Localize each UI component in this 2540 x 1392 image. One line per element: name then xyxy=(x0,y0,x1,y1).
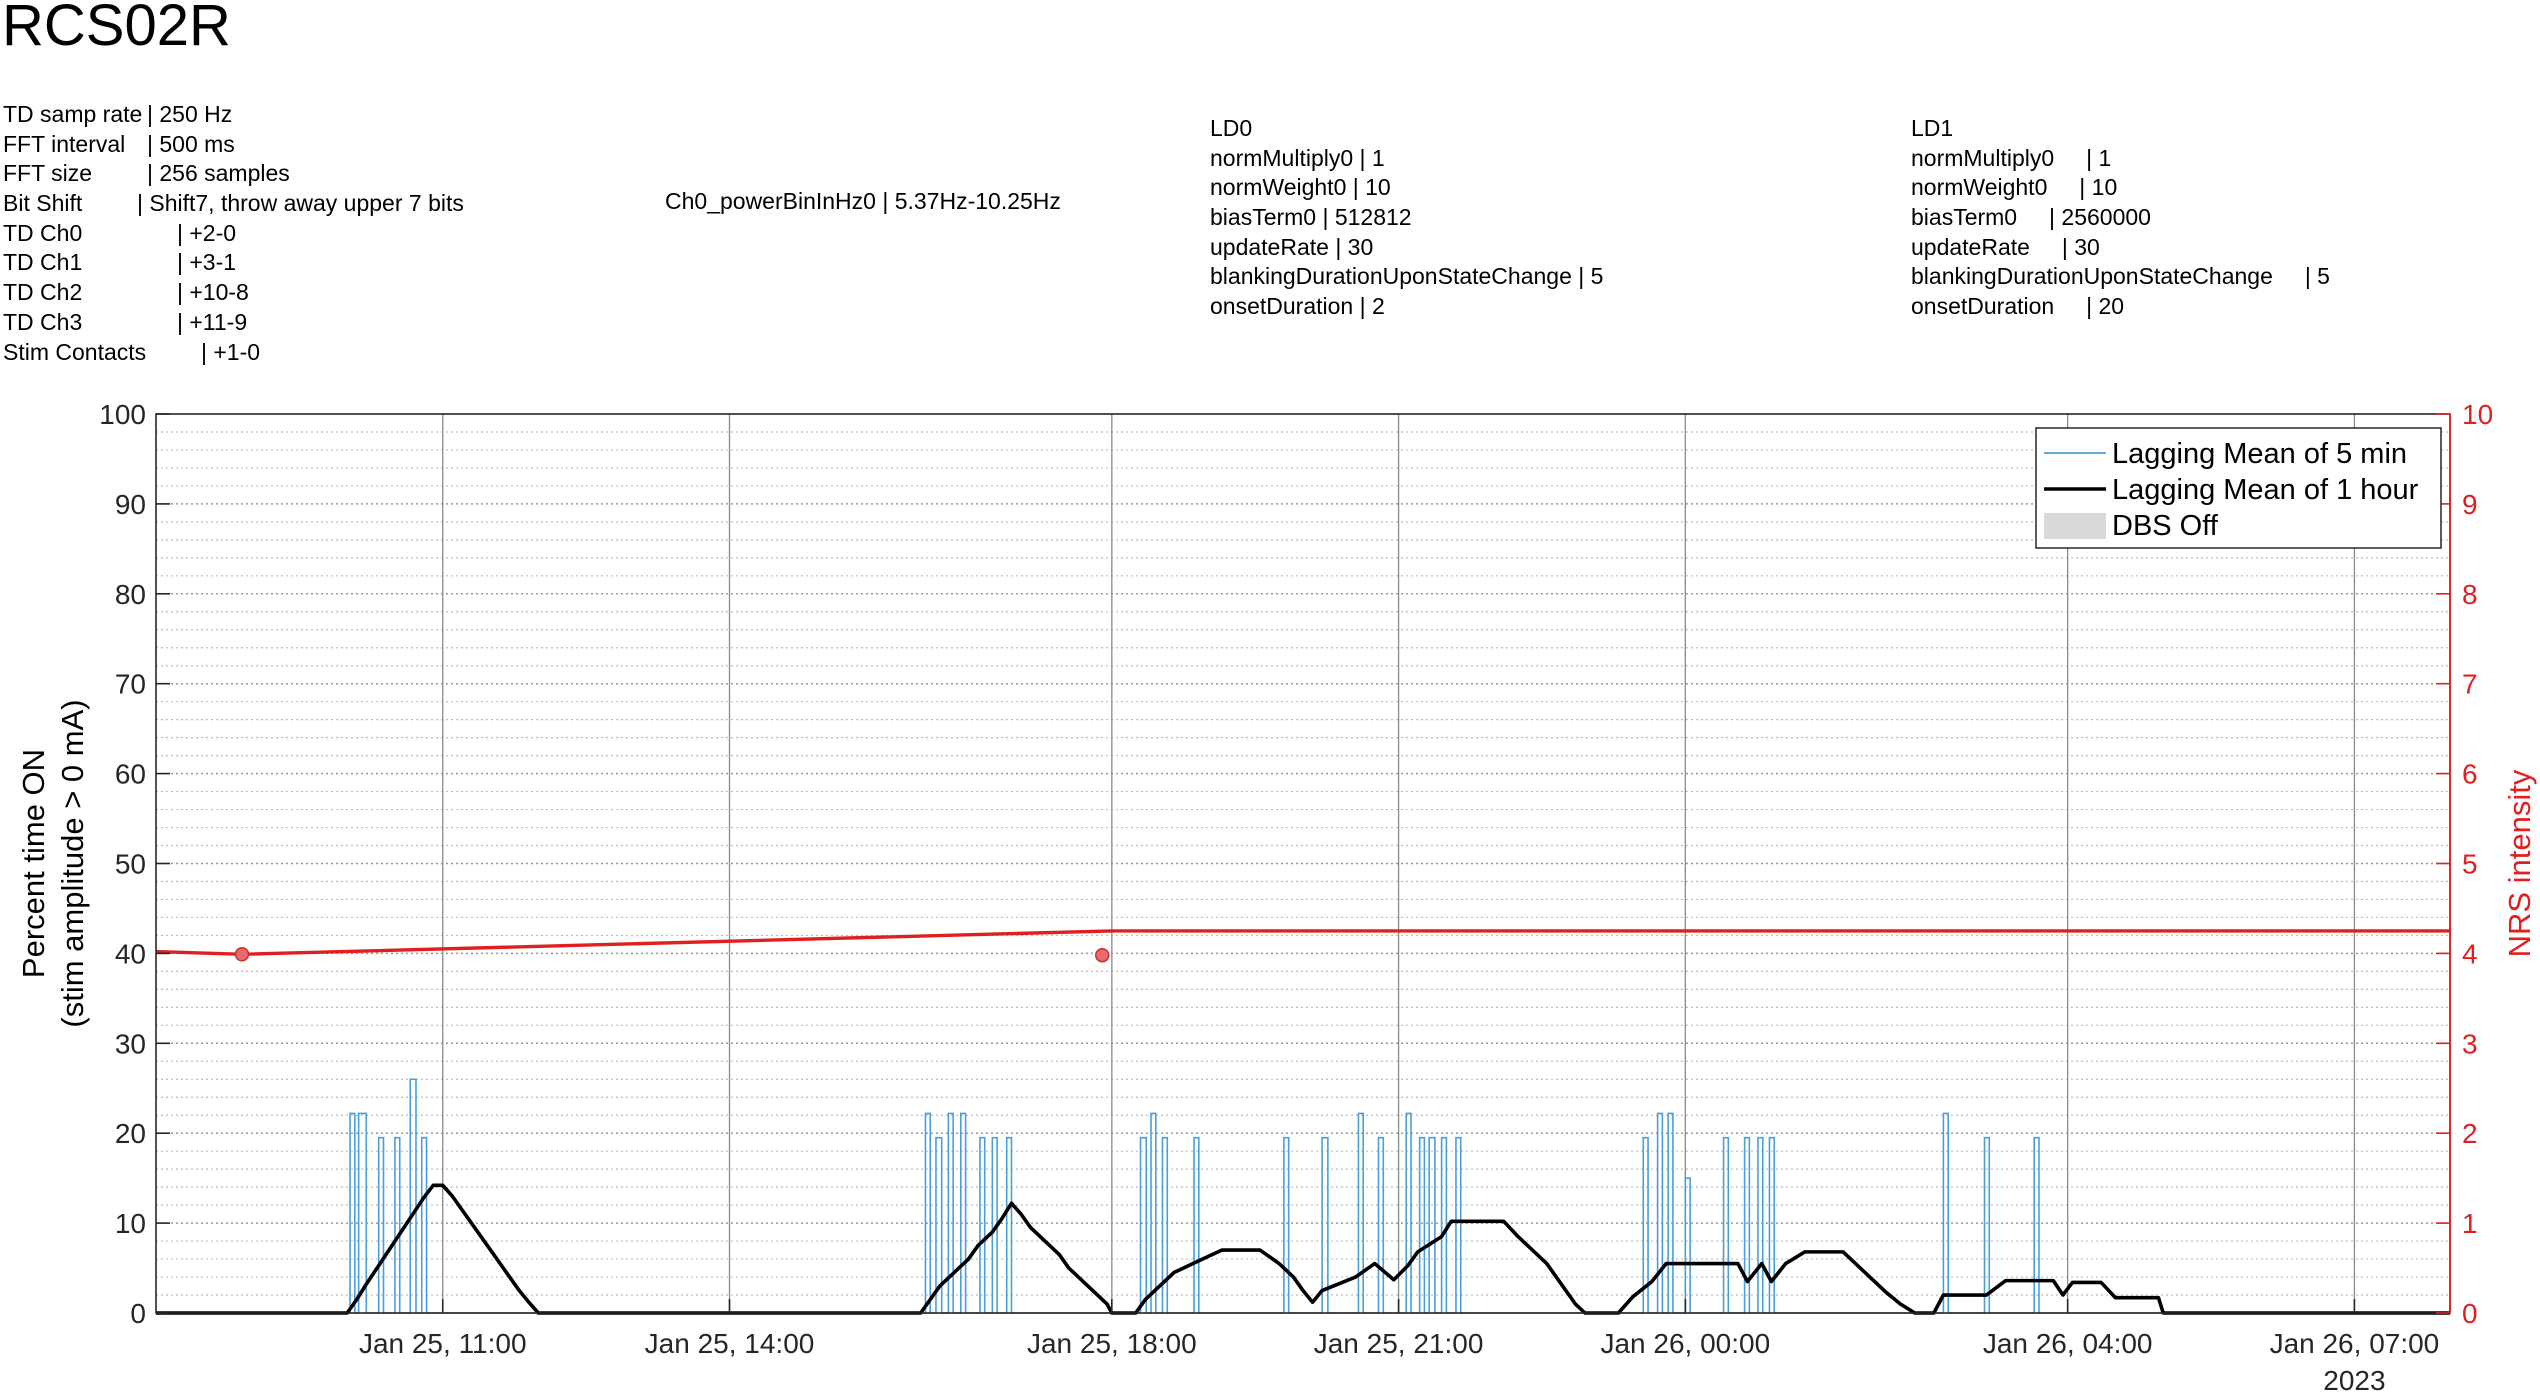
setting-value: | +10-8 xyxy=(177,279,249,306)
x-tick-label: Jan 25, 18:00 xyxy=(1027,1328,1197,1359)
y-tick-label: 90 xyxy=(115,489,146,520)
legend-label: DBS Off xyxy=(2112,510,2219,542)
setting-key: TD Ch0 xyxy=(3,219,83,246)
ld1-row: updateRate | 30 xyxy=(1911,233,2100,260)
setting-row: TD Ch2 | +10-8 xyxy=(3,278,464,308)
setting-value: | 250 Hz xyxy=(147,101,233,127)
setting-row: Stim Contacts | +1-0 xyxy=(3,338,464,368)
setting-row: TD Ch3 | +11-9 xyxy=(3,308,464,338)
power-bin-text: Ch0_powerBinInHz0 | 5.37Hz-10.25Hz xyxy=(665,188,1061,214)
y-right-tick-label: 4 xyxy=(2462,938,2478,969)
y-tick-label: 20 xyxy=(115,1118,146,1149)
y-right-tick-label: 5 xyxy=(2462,849,2478,880)
setting-row: TD Ch0 | +2-0 xyxy=(3,219,464,249)
setting-key: FFT interval xyxy=(3,130,126,157)
y-tick-label: 50 xyxy=(115,849,146,880)
setting-row: FFT interval | 500 ms xyxy=(3,130,464,160)
y-tick-label: 40 xyxy=(115,938,146,969)
y-tick-label: 10 xyxy=(115,1208,146,1239)
setting-value: | 500 ms xyxy=(147,130,235,157)
ld0-row: biasTerm0 | 512812 xyxy=(1210,204,1412,231)
setting-key: Stim Contacts xyxy=(3,338,147,365)
setting-value: | Shift7, throw away upper 7 bits xyxy=(137,190,464,217)
y-right-tick-label: 10 xyxy=(2462,399,2493,430)
ld0-row: onsetDuration | 2 xyxy=(1210,293,1385,320)
x-year-label: 2023 xyxy=(2323,1365,2385,1392)
y-right-tick-label: 9 xyxy=(2462,489,2478,520)
y-right-tick-label: 0 xyxy=(2462,1298,2478,1329)
y-right-tick-label: 1 xyxy=(2462,1208,2478,1239)
y-tick-label: 60 xyxy=(115,759,146,790)
setting-row: TD samp rate | 250 Hz xyxy=(3,100,464,130)
setting-value: | 256 samples xyxy=(147,160,290,187)
five-min-mean-line xyxy=(156,1078,2450,1314)
setting-key: TD Ch1 xyxy=(3,249,83,276)
setting-key: FFT size xyxy=(3,160,93,187)
power-bin-panel: Ch0_powerBinInHz0 | 5.37Hz-10.25Hz xyxy=(665,187,1061,217)
setting-key: Bit Shift xyxy=(3,190,83,217)
setting-key: TD samp rate xyxy=(3,101,143,127)
ld0-row: updateRate | 30 xyxy=(1210,233,1374,260)
setting-value: | +1-0 xyxy=(201,338,261,365)
ld0-panel: LD0 normMultiply0 | 1 normWeight0 | 10 b… xyxy=(1210,114,1603,322)
y-axis-label: (stim amplitude > 0 mA) xyxy=(55,699,90,1027)
ld0-title: LD0 xyxy=(1210,115,1253,141)
x-tick-label: Jan 25, 11:00 xyxy=(359,1328,527,1359)
setting-value: | +3-1 xyxy=(177,249,237,276)
ld1-row: onsetDuration | 20 xyxy=(1911,293,2125,320)
y-tick-label: 0 xyxy=(130,1298,146,1329)
setting-row: TD Ch1 | +3-1 xyxy=(3,248,464,278)
ld1-row: blankingDurationUponStateChange | 5 xyxy=(1911,263,2330,290)
y-right-tick-label: 2 xyxy=(2462,1118,2478,1149)
y-axis-label: Percent time ON xyxy=(16,749,51,978)
x-tick-label: Jan 25, 21:00 xyxy=(1314,1328,1484,1359)
legend-label: Lagging Mean of 5 min xyxy=(2112,438,2407,470)
y-tick-label: 100 xyxy=(99,399,146,430)
y-tick-label: 70 xyxy=(115,669,146,700)
x-tick-label: Jan 26, 07:00 xyxy=(2270,1328,2440,1359)
setting-key: TD Ch2 xyxy=(3,279,83,306)
y-right-tick-label: 3 xyxy=(2462,1028,2478,1059)
ld1-row: normWeight0 | 10 xyxy=(1911,174,2118,201)
y-right-tick-label: 7 xyxy=(2462,669,2478,700)
ld0-row: normMultiply0 | 1 xyxy=(1210,144,1385,171)
x-tick-label: Jan 25, 14:00 xyxy=(645,1328,815,1359)
ld1-panel: LD1 normMultiply0 | 1 normWeight0 | 10 b… xyxy=(1911,114,2330,322)
legend-dbs-off-swatch xyxy=(2044,513,2106,539)
nrs-marker xyxy=(234,947,250,962)
setting-value: | +11-9 xyxy=(177,308,248,335)
setting-row: Bit Shift | Shift7, throw away upper 7 bi… xyxy=(3,189,464,219)
x-tick-label: Jan 26, 04:00 xyxy=(1983,1328,2153,1359)
setting-value: | +2-0 xyxy=(177,219,237,246)
y-right-tick-label: 8 xyxy=(2462,579,2478,610)
ld0-row: blankingDurationUponStateChange | 5 xyxy=(1210,263,1604,290)
y-tick-label: 80 xyxy=(115,579,146,610)
nrs-intensity-line xyxy=(155,929,2450,956)
setting-row: FFT size | 256 samples xyxy=(3,159,464,189)
y-tick-label: 30 xyxy=(115,1028,146,1059)
one-hour-mean-line xyxy=(156,1183,2450,1315)
legend-label: Lagging Mean of 1 hour xyxy=(2112,474,2419,506)
page-title: RCS02R xyxy=(2,0,231,58)
ld1-row: normMultiply0 | 1 xyxy=(1911,144,2112,171)
x-tick-label: Jan 26, 00:00 xyxy=(1600,1328,1770,1359)
ld0-row: normWeight0 | 10 xyxy=(1210,174,1391,201)
y-right-tick-label: 6 xyxy=(2462,759,2478,790)
settings-left-panel: TD samp rate | 250 Hz FFT interval | 500 ms… xyxy=(3,100,464,367)
ld1-title: LD1 xyxy=(1911,115,1954,141)
nrs-marker xyxy=(1095,947,1110,963)
setting-key: TD Ch3 xyxy=(3,308,83,335)
ld1-row: biasTerm0 | 2560000 xyxy=(1911,204,2151,231)
y-right-axis-label: NRS intensity xyxy=(2502,769,2537,957)
